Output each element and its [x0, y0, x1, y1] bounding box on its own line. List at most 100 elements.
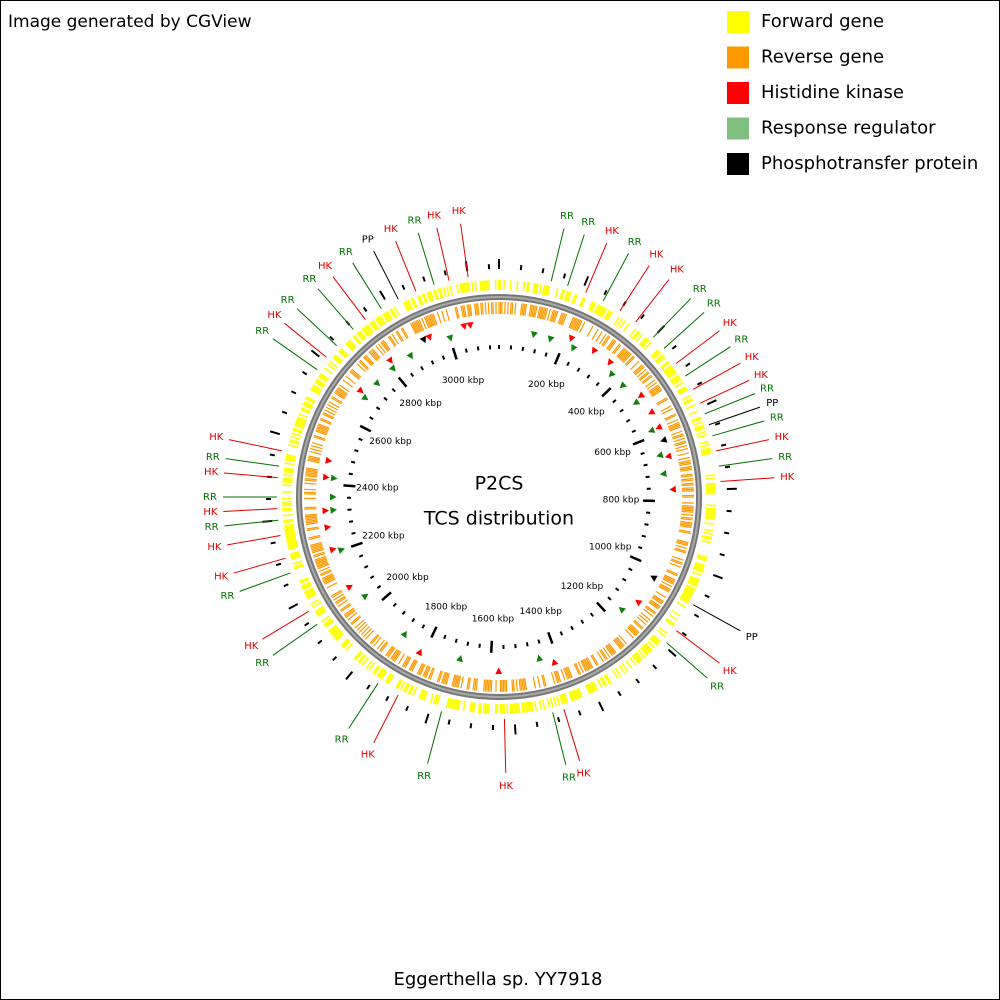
- forward-gene: [332, 356, 342, 365]
- reverse-gene: [666, 569, 679, 575]
- scale-tick: [521, 346, 525, 352]
- reverse-gene: [674, 547, 687, 552]
- scale-label: 1800 kbp: [425, 602, 468, 612]
- reverse-gene: [351, 616, 362, 626]
- forward-gene: [421, 293, 427, 304]
- forward-gene: [376, 667, 384, 677]
- tcs-marker: [635, 599, 643, 607]
- reverse-gene: [454, 675, 459, 688]
- legend-swatch: [727, 46, 749, 69]
- outer-tick: [693, 613, 700, 618]
- reverse-gene: [304, 478, 317, 481]
- reverse-gene: [536, 306, 541, 319]
- tcs-marker: [325, 456, 333, 464]
- reverse-gene: [305, 519, 318, 523]
- forward-gene: [565, 291, 571, 302]
- forward-gene: [571, 293, 577, 304]
- reverse-gene: [651, 596, 663, 605]
- reverse-gene: [680, 475, 693, 478]
- forward-gene: [689, 575, 700, 581]
- forward-gene: [311, 601, 322, 609]
- reverse-gene: [681, 487, 694, 489]
- forward-gene: [549, 697, 554, 708]
- reverse-gene: [467, 677, 471, 690]
- forward-gene: [691, 416, 702, 422]
- forward-gene: [665, 619, 675, 627]
- forward-gene: [681, 593, 692, 600]
- forward-gene: [560, 289, 566, 300]
- reverse-gene: [649, 600, 660, 609]
- reverse-gene: [653, 594, 664, 602]
- reverse-gene: [629, 360, 640, 371]
- map: 200 kbp 400 kbp 600 kbp 800 kbp 1000 kbp 1200…: [203, 206, 795, 792]
- forward-gene: [618, 319, 626, 330]
- tcs-marker: [324, 524, 332, 532]
- reverse-gene: [473, 678, 477, 691]
- outer-tick: [671, 344, 677, 350]
- reverse-gene: [475, 678, 479, 691]
- forward-gene: [287, 544, 298, 549]
- reverse-gene: [522, 303, 526, 316]
- reverse-gene: [608, 642, 617, 654]
- forward-gene: [622, 322, 630, 332]
- outer-tick: [557, 716, 561, 723]
- outer-tick: [696, 381, 703, 386]
- forward-gene: [286, 538, 297, 542]
- forward-gene: [535, 283, 539, 294]
- reverse-gene: [676, 540, 689, 545]
- forward-gene: [688, 578, 699, 584]
- reverse-gene: [309, 450, 322, 455]
- forward-gene: [383, 312, 391, 322]
- outer-tick: [345, 671, 354, 680]
- reverse-gene: [621, 352, 631, 363]
- reverse-gene: [429, 314, 435, 327]
- reverse-gene: [521, 678, 525, 691]
- forward-gene: [310, 387, 321, 394]
- reverse-gene: [308, 455, 321, 460]
- forward-gene: [437, 288, 443, 299]
- reverse-gene: [307, 456, 320, 461]
- scale-major-tick: [547, 631, 554, 645]
- scale-tick: [628, 567, 633, 572]
- tcs-marker: [495, 667, 503, 675]
- backbone-highlight: [298, 296, 700, 698]
- reverse-gene: [606, 338, 615, 350]
- callout-label: PP: [766, 398, 778, 409]
- forward-gene: [434, 289, 439, 300]
- reverse-gene: [634, 366, 645, 376]
- reverse-gene: [644, 379, 656, 388]
- forward-gene: [286, 536, 297, 541]
- scale-tick: [351, 531, 356, 535]
- callout-line: [224, 519, 279, 527]
- forward-gene: [289, 550, 300, 556]
- scale-label: 600 kbp: [594, 448, 631, 458]
- reverse-gene: [475, 303, 479, 316]
- reverse-gene: [681, 507, 694, 510]
- forward-gene: [362, 327, 371, 336]
- reverse-gene: [441, 671, 446, 684]
- reverse-gene: [422, 665, 429, 677]
- reverse-gene: [680, 473, 693, 477]
- forward-gene: [331, 628, 341, 636]
- scale-major-tick: [601, 387, 612, 398]
- reverse-gene: [563, 667, 569, 680]
- callout-line: [666, 642, 708, 679]
- tcs-marker: [361, 393, 369, 401]
- reverse-gene: [467, 304, 471, 317]
- scale-tick: [559, 631, 564, 636]
- forward-gene: [368, 662, 376, 672]
- forward-gene: [294, 422, 305, 428]
- reverse-gene: [664, 413, 676, 420]
- forward-gene: [445, 697, 450, 708]
- forward-gene: [282, 479, 293, 482]
- scale-label: 1000 kbp: [589, 543, 632, 553]
- reverse-gene: [356, 621, 367, 631]
- reverse-gene: [304, 506, 317, 509]
- forward-gene: [439, 287, 444, 298]
- forward-gene: [404, 683, 411, 693]
- reverse-gene: [317, 424, 330, 431]
- reverse-gene: [651, 389, 663, 398]
- forward-gene: [296, 417, 307, 424]
- forward-gene: [587, 683, 594, 693]
- reverse-gene: [629, 623, 640, 634]
